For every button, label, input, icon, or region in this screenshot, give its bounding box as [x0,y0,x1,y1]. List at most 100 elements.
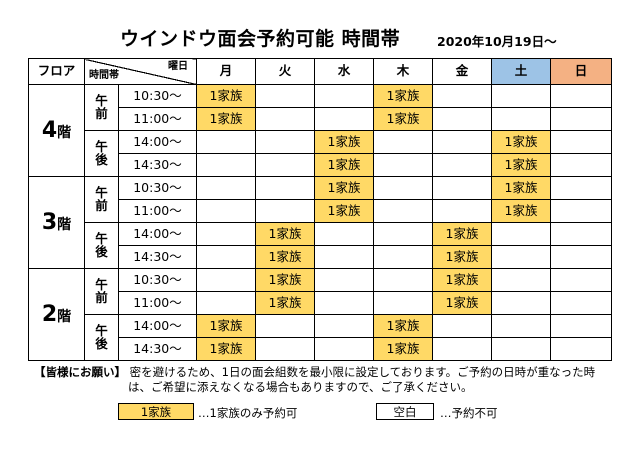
slot-cell-sat: 1家族 [491,153,551,177]
slot-cell-mon: 1家族 [196,337,256,361]
pm-label: 午 後 [84,222,119,269]
time-label: 14:30～ [118,337,197,361]
time-slot-row: 14:30～ 1家族 1家族 [29,245,612,269]
slot-cell-wed [314,291,374,315]
floor-number: 2 [41,301,58,327]
time-label: 14:00～ [118,314,197,338]
am-label: 午 前 [84,176,119,223]
slot-cell-mon: 1家族 [196,314,256,338]
notice-label: 【皆様にお願い】 [34,365,126,379]
corner-header: 曜日 時間帯 [84,58,197,85]
slot-cell-thu [373,268,433,292]
slot-cell-mon [196,176,256,200]
slot-cell-fri: 1家族 [432,268,492,292]
day-header-tue: 火 [255,58,315,85]
time-label: 14:30～ [118,153,197,177]
legend-reserved-text: …1家族のみ予約可 [198,406,298,420]
floor-suffix: 階 [57,124,72,141]
slot-cell-wed [314,222,374,246]
slot-cell-tue: 1家族 [255,291,315,315]
day-header-sun: 日 [550,58,612,85]
slot-cell-mon [196,130,256,154]
slot-cell-sun [550,337,612,361]
start-date: 2020年10月19日～ [437,34,557,49]
am-label: 午 前 [84,268,119,315]
time-slot-row: 午 後 14:00～ 1家族 1家族 [29,314,612,361]
floor-label: 2階 [28,268,85,361]
floor-header: フロア [28,58,85,85]
slot-cell-sun [550,84,612,108]
slot-cell-tue: 1家族 [255,245,315,269]
slot-cell-tue: 1家族 [255,268,315,292]
slot-cell-mon: 1家族 [196,84,256,108]
slot-cell-thu [373,199,433,223]
slot-cell-wed [314,268,374,292]
slot-cell-wed: 1家族 [314,153,374,177]
slot-cell-wed [314,314,374,338]
slot-cell-thu [373,153,433,177]
day-header-sat: 土 [491,58,551,85]
slot-cell-fri [432,337,492,361]
time-label: 10:30～ [118,84,197,108]
slot-cell-wed [314,337,374,361]
slot-cell-mon [196,291,256,315]
slot-cell-tue [255,130,315,154]
time-slot-row: 11:00～ 1家族 1家族 [29,291,612,315]
day-label: 曜日 [168,61,188,72]
slot-cell-tue [255,107,315,131]
slot-cell-mon [196,268,256,292]
slot-cell-sun [550,153,612,177]
slot-cell-sun [550,176,612,200]
pm-label: 午 後 [84,130,119,177]
time-slot-row: 午 後 14:00～ 1家族 1家族 [29,222,612,269]
slot-cell-sun [550,245,612,269]
time-label: 14:00～ [118,222,197,246]
slot-cell-thu: 1家族 [373,84,433,108]
slot-cell-wed [314,84,374,108]
notice-line-2: は、ご希望に添えなくなる場合もありますので、ご了承ください。 [128,380,473,394]
slot-cell-fri: 1家族 [432,291,492,315]
am-label: 午 前 [84,84,119,131]
slot-cell-mon [196,245,256,269]
legend-empty-swatch: 空白 [376,403,434,420]
time-slot-row: 4階午 前 10:30～ 1家族 1家族 [28,84,612,177]
legend-reserved-swatch: 1家族 [118,403,194,420]
slot-cell-wed [314,245,374,269]
time-label: 11:00～ [118,291,197,315]
slot-cell-thu: 1家族 [373,314,433,338]
slot-cell-sat [491,245,551,269]
time-slot-row: 午 後 14:00～ 1家族 1家族 [29,130,612,177]
slot-cell-mon [196,222,256,246]
time-label: 14:00～ [118,130,197,154]
time-label: 14:30～ [118,245,197,269]
page-title: ウインドウ面会予約可能 時間帯 [120,28,401,50]
schedule-table: フロア 曜日 時間帯 月 火 水 木 金 土 日 4階午 前 10:30～ 1家族 1… [28,58,612,361]
slot-cell-sat: 1家族 [491,199,551,223]
slot-cell-thu [373,176,433,200]
slot-cell-sat [491,314,551,338]
time-label: 10:30～ [118,268,197,292]
day-header-wed: 水 [314,58,374,85]
floor-number: 3 [41,209,58,235]
slot-cell-fri [432,84,492,108]
floor-number: 4 [41,117,58,143]
slot-cell-fri: 1家族 [432,222,492,246]
slot-cell-mon [196,153,256,177]
slot-cell-fri [432,176,492,200]
time-label: 11:00～ [118,107,197,131]
slot-cell-sat [491,84,551,108]
time-slot-row: 2階午 前 10:30～ 1家族 1家族 [28,268,612,361]
floor-suffix: 階 [57,216,72,233]
slot-cell-sat [491,222,551,246]
slot-cell-sat [491,291,551,315]
slot-cell-sun [550,314,612,338]
slot-cell-tue: 1家族 [255,222,315,246]
slot-cell-tue [255,199,315,223]
slot-cell-sun [550,130,612,154]
slot-cell-thu: 1家族 [373,107,433,131]
slot-cell-sat [491,107,551,131]
slot-cell-sun [550,107,612,131]
time-label: 11:00～ [118,199,197,223]
slot-cell-fri [432,199,492,223]
pm-label: 午 後 [84,314,119,361]
